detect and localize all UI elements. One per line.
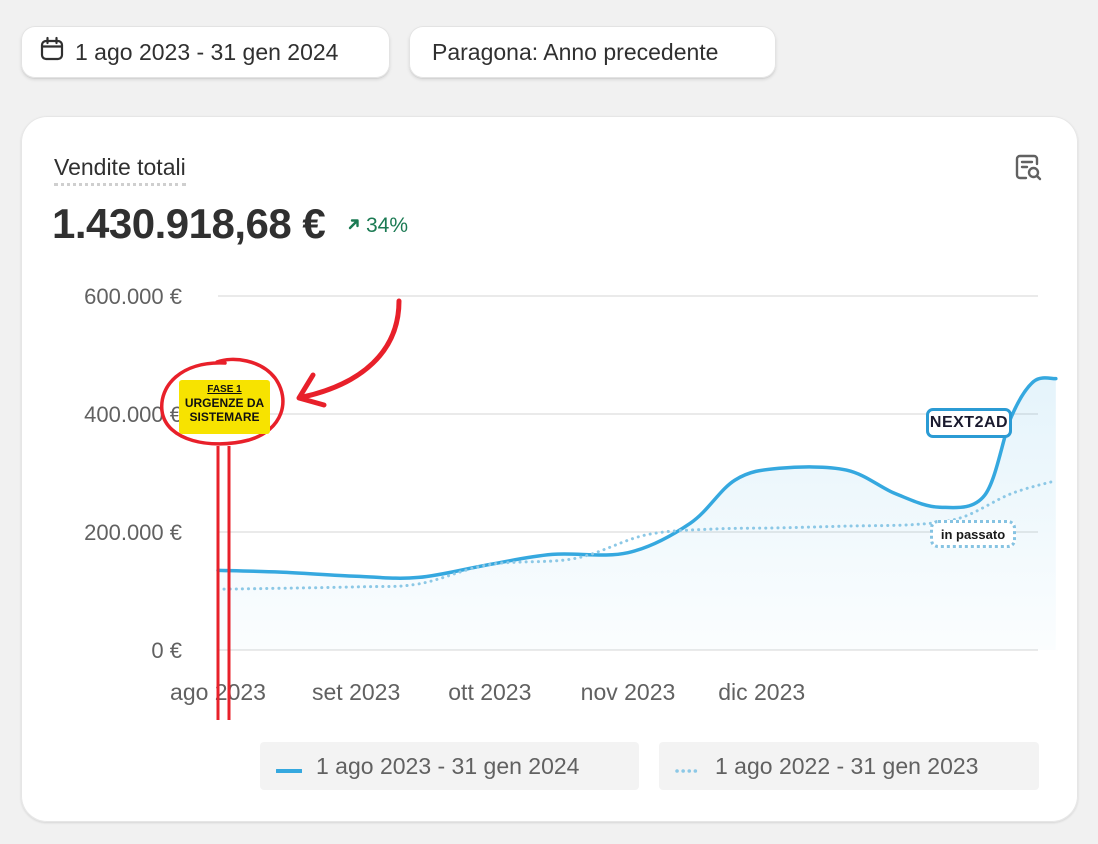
legend-solid-line-icon xyxy=(275,753,303,780)
stamp-line-1: FASE 1 xyxy=(207,384,242,395)
x-tick-label: ott 2023 xyxy=(448,679,531,705)
previous-series-line xyxy=(216,479,1058,591)
x-tick-label: dic 2023 xyxy=(718,679,805,705)
legend-item-previous[interactable]: 1 ago 2022 - 31 gen 2023 xyxy=(659,742,1039,790)
current-series-area xyxy=(218,377,1056,650)
circle-highlight xyxy=(160,357,285,446)
legend-current-label: 1 ago 2023 - 31 gen 2024 xyxy=(316,752,580,779)
legend-dotted-line-icon xyxy=(675,753,702,780)
y-tick-label: 0 € xyxy=(151,638,182,663)
x-tick-label: nov 2023 xyxy=(581,679,676,705)
report-search-icon xyxy=(1013,152,1043,187)
metric-delta: 34% xyxy=(346,214,408,238)
stamp-line-3: SISTEMARE xyxy=(189,410,260,424)
legend-previous-label: 1 ago 2022 - 31 gen 2023 xyxy=(715,752,979,779)
legend-item-current[interactable]: 1 ago 2023 - 31 gen 2024 xyxy=(260,742,639,790)
previous-series-badge: in passato xyxy=(930,520,1016,548)
date-range-button[interactable]: 1 ago 2023 - 31 gen 2024 xyxy=(21,26,390,78)
arrow-head-icon xyxy=(296,372,327,408)
metric-delta-value: 34% xyxy=(366,214,409,237)
arrow-icon xyxy=(300,298,402,400)
phase-stamp: FASE 1 URGENZE DA SISTEMARE xyxy=(179,380,270,434)
y-tick-label: 200.000 € xyxy=(84,520,182,545)
metric-value: 1.430.918,68 € xyxy=(52,200,326,247)
compare-label: Paragona: Anno precedente xyxy=(432,38,719,65)
sales-line-chart: 0 €200.000 €400.000 €600.000 €ago 2023 se… xyxy=(84,284,1058,720)
y-tick-label: 600.000 € xyxy=(84,284,182,309)
current-series-badge: NEXT2AD xyxy=(926,408,1012,438)
current-series-line xyxy=(216,376,1058,580)
explore-report-button[interactable] xyxy=(1011,152,1045,186)
metric-title[interactable]: Vendite totali xyxy=(54,154,186,186)
stamp-line-2: URGENZE DA xyxy=(184,396,265,410)
x-tick-label: set 2023 xyxy=(312,679,400,705)
arrow-up-right-icon xyxy=(346,214,362,238)
compare-button[interactable]: Paragona: Anno precedente xyxy=(409,26,776,78)
calendar-icon xyxy=(39,36,65,68)
date-range-label: 1 ago 2023 - 31 gen 2024 xyxy=(75,38,339,65)
sales-card: Vendite totali 1.430.918,68 € 34% 0 € 200… xyxy=(21,116,1078,822)
